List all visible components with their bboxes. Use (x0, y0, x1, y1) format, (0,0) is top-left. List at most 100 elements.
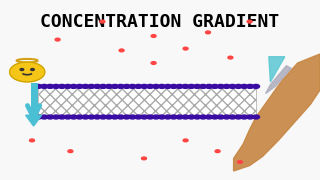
Circle shape (241, 84, 248, 88)
Circle shape (52, 84, 60, 88)
Circle shape (111, 115, 118, 119)
Circle shape (151, 62, 156, 64)
Circle shape (123, 115, 130, 119)
Circle shape (55, 38, 60, 41)
Polygon shape (266, 66, 291, 94)
Circle shape (188, 84, 195, 88)
Circle shape (35, 84, 42, 88)
Circle shape (88, 115, 95, 119)
Circle shape (200, 84, 207, 88)
Polygon shape (26, 115, 42, 126)
Circle shape (153, 115, 160, 119)
Circle shape (129, 84, 136, 88)
Circle shape (70, 84, 77, 88)
Circle shape (205, 31, 211, 34)
Circle shape (182, 115, 189, 119)
Circle shape (182, 84, 189, 88)
Circle shape (147, 115, 154, 119)
Circle shape (68, 150, 73, 153)
Circle shape (237, 161, 243, 163)
Circle shape (35, 115, 42, 119)
Circle shape (31, 69, 34, 71)
Circle shape (183, 47, 188, 50)
Circle shape (200, 115, 207, 119)
Circle shape (29, 139, 35, 142)
Bar (38, 86, 256, 117)
Circle shape (100, 84, 107, 88)
Circle shape (247, 20, 252, 23)
Circle shape (151, 35, 156, 37)
Circle shape (164, 115, 171, 119)
Circle shape (158, 115, 165, 119)
Circle shape (153, 84, 160, 88)
Circle shape (123, 84, 130, 88)
Circle shape (176, 84, 183, 88)
Circle shape (59, 115, 66, 119)
Circle shape (88, 84, 95, 88)
Circle shape (217, 115, 224, 119)
Circle shape (76, 115, 83, 119)
Circle shape (247, 115, 254, 119)
Circle shape (228, 56, 233, 59)
Circle shape (100, 115, 107, 119)
Text: CONCENTRATION GRADIENT: CONCENTRATION GRADIENT (40, 13, 280, 31)
Circle shape (70, 115, 77, 119)
Circle shape (211, 84, 218, 88)
Circle shape (252, 115, 260, 119)
Circle shape (59, 84, 66, 88)
Circle shape (141, 84, 148, 88)
Circle shape (82, 84, 89, 88)
Circle shape (217, 84, 224, 88)
Circle shape (106, 84, 113, 88)
Circle shape (129, 115, 136, 119)
Circle shape (235, 84, 242, 88)
Circle shape (170, 115, 177, 119)
Circle shape (41, 84, 48, 88)
Circle shape (183, 139, 188, 142)
Circle shape (229, 115, 236, 119)
Circle shape (41, 115, 48, 119)
Circle shape (194, 84, 201, 88)
Circle shape (94, 84, 101, 88)
Polygon shape (269, 57, 285, 82)
Circle shape (117, 84, 124, 88)
Circle shape (76, 84, 83, 88)
Circle shape (194, 115, 201, 119)
Polygon shape (234, 54, 320, 171)
Circle shape (211, 115, 218, 119)
Circle shape (82, 115, 89, 119)
Circle shape (215, 150, 220, 153)
Circle shape (52, 115, 60, 119)
Circle shape (94, 115, 101, 119)
Circle shape (252, 84, 260, 88)
Circle shape (247, 84, 254, 88)
Circle shape (205, 115, 212, 119)
Circle shape (158, 84, 165, 88)
Circle shape (100, 20, 105, 23)
Circle shape (135, 84, 142, 88)
Circle shape (170, 84, 177, 88)
Circle shape (106, 115, 113, 119)
Circle shape (188, 115, 195, 119)
Circle shape (141, 115, 148, 119)
Bar (38, 86, 256, 117)
Circle shape (147, 84, 154, 88)
Circle shape (111, 84, 118, 88)
Circle shape (235, 115, 242, 119)
Circle shape (241, 115, 248, 119)
Circle shape (223, 115, 230, 119)
Circle shape (176, 115, 183, 119)
Circle shape (117, 115, 124, 119)
Circle shape (141, 157, 147, 160)
Circle shape (47, 115, 54, 119)
Circle shape (119, 49, 124, 52)
Circle shape (229, 84, 236, 88)
Circle shape (64, 115, 71, 119)
Circle shape (10, 62, 45, 82)
Circle shape (47, 84, 54, 88)
Circle shape (205, 84, 212, 88)
Circle shape (20, 69, 24, 71)
Circle shape (164, 84, 171, 88)
Circle shape (223, 84, 230, 88)
Circle shape (135, 115, 142, 119)
